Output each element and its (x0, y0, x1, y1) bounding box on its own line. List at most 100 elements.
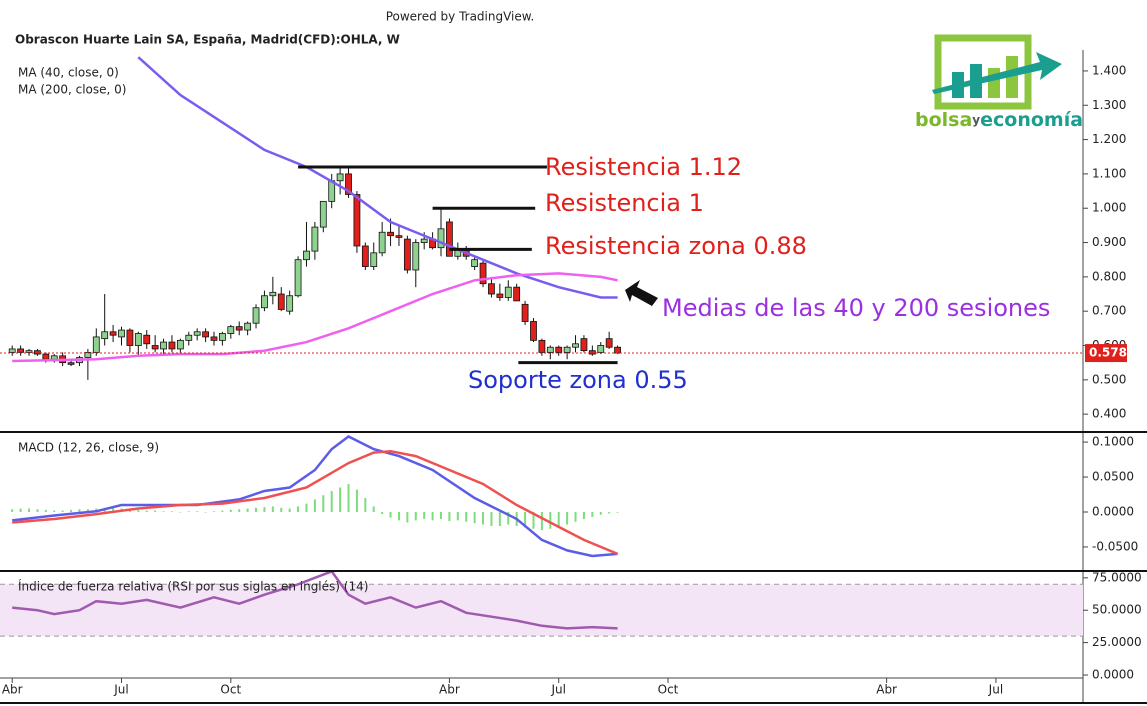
histogram-bar (271, 506, 274, 512)
candle-body (252, 307, 260, 324)
logo-bar (988, 68, 1000, 98)
candle-body (261, 295, 268, 309)
candle-body (17, 348, 25, 353)
histogram-bar (381, 511, 384, 515)
annotation: Resistencia zona 0.88 (545, 232, 807, 260)
candle-body (244, 322, 252, 331)
candle-body (109, 331, 117, 336)
y-tick-label: 1.300 (1092, 98, 1126, 112)
candle-body (50, 355, 58, 360)
legend-entry: MA (200, close, 0) (18, 83, 126, 97)
histogram-bar (162, 511, 165, 512)
candle-body (193, 331, 201, 336)
logo-bar (1006, 56, 1018, 98)
candle-body (218, 333, 226, 341)
candle-body (546, 346, 554, 353)
candle-body (538, 339, 546, 353)
histogram-bar (498, 511, 501, 526)
histogram-bar (389, 511, 392, 518)
candle-body (151, 345, 159, 350)
candle-body (269, 291, 277, 297)
candle-body (530, 321, 537, 341)
candle-body (277, 293, 285, 310)
candle-body (614, 346, 621, 354)
y-tick-label: 0.0500 (1092, 470, 1134, 484)
histogram-bar (322, 495, 325, 512)
y-tick-label: 1.100 (1092, 166, 1126, 180)
y-tick-label: 0.800 (1092, 269, 1126, 283)
panel (8, 56, 621, 380)
candle-body (488, 283, 495, 295)
x-tick-label: Abr (2, 683, 23, 697)
y-tick-label: 50.0000 (1092, 603, 1142, 617)
histogram-bar (28, 508, 31, 512)
histogram-bar (574, 511, 577, 522)
y-tick-label: 75.0000 (1092, 570, 1142, 584)
histogram-bar (170, 511, 173, 512)
y-tick-label: 0.700 (1092, 304, 1126, 318)
candle-body (513, 286, 521, 302)
histogram-bar (196, 511, 199, 512)
candle-body (563, 346, 571, 353)
candle-body (446, 221, 453, 257)
candle-body (185, 334, 193, 341)
candle-body (202, 331, 209, 338)
candle-body (92, 336, 100, 353)
candle-body (143, 334, 151, 345)
candle-body (336, 173, 344, 182)
histogram-bar (263, 507, 266, 512)
histogram-bar (112, 507, 115, 512)
histogram-bar (591, 511, 594, 517)
candle-body (134, 333, 142, 346)
histogram-bar (313, 499, 316, 512)
annotation: Resistencia 1.12 (545, 153, 742, 181)
histogram-bar (212, 511, 215, 512)
last-price-label: 0.578 (1089, 346, 1127, 360)
histogram-bar (305, 503, 308, 512)
candle-body (210, 336, 218, 341)
logo-y: y (972, 113, 980, 127)
y-tick-label: 25.0000 (1092, 635, 1142, 649)
candle-body (286, 295, 294, 312)
candle-body (227, 326, 235, 334)
annotation: Soporte zona 0.55 (468, 366, 688, 394)
histogram-bar (330, 491, 333, 512)
logo-bolsa: bolsa (915, 109, 972, 131)
candle-body (437, 228, 445, 249)
candle-body (588, 350, 596, 355)
candle-body (521, 303, 529, 322)
candle-body (572, 343, 579, 348)
candle-body (395, 235, 403, 238)
candle-body (126, 329, 134, 346)
panel (11, 435, 619, 558)
y-tick-label: -0.0500 (1092, 539, 1138, 553)
histogram-bar (221, 510, 224, 512)
candle-body (597, 345, 605, 353)
y-tick-label: 0.1000 (1092, 435, 1134, 449)
y-tick-label: 0.0000 (1092, 668, 1134, 682)
y-tick-label: 0.500 (1092, 372, 1126, 386)
histogram-bar (423, 511, 426, 519)
candle-body (370, 252, 378, 267)
candle-body (504, 286, 512, 298)
candle-body (319, 200, 327, 228)
histogram-bar (507, 511, 510, 525)
candle-body (294, 259, 302, 297)
candle-body (176, 339, 184, 350)
candle-body (361, 245, 369, 267)
histogram-bar (255, 507, 258, 512)
series-line (12, 572, 618, 630)
rsi-band (0, 584, 1083, 637)
histogram-bar (53, 510, 56, 512)
panel-title: Índice de fuerza relativa (RSI por sus s… (18, 579, 368, 594)
annotation: Medias de las 40 y 200 sesiones (662, 294, 1050, 322)
histogram-bar (616, 511, 619, 513)
candle-body (34, 350, 41, 355)
logo: bolsayeconomía (915, 34, 1083, 131)
histogram-bar (204, 511, 207, 513)
panel (0, 572, 1083, 637)
histogram-bar (456, 511, 459, 521)
histogram-bar (540, 511, 543, 531)
histogram-bar (297, 506, 300, 512)
y-tick-label: 1.200 (1092, 132, 1126, 146)
